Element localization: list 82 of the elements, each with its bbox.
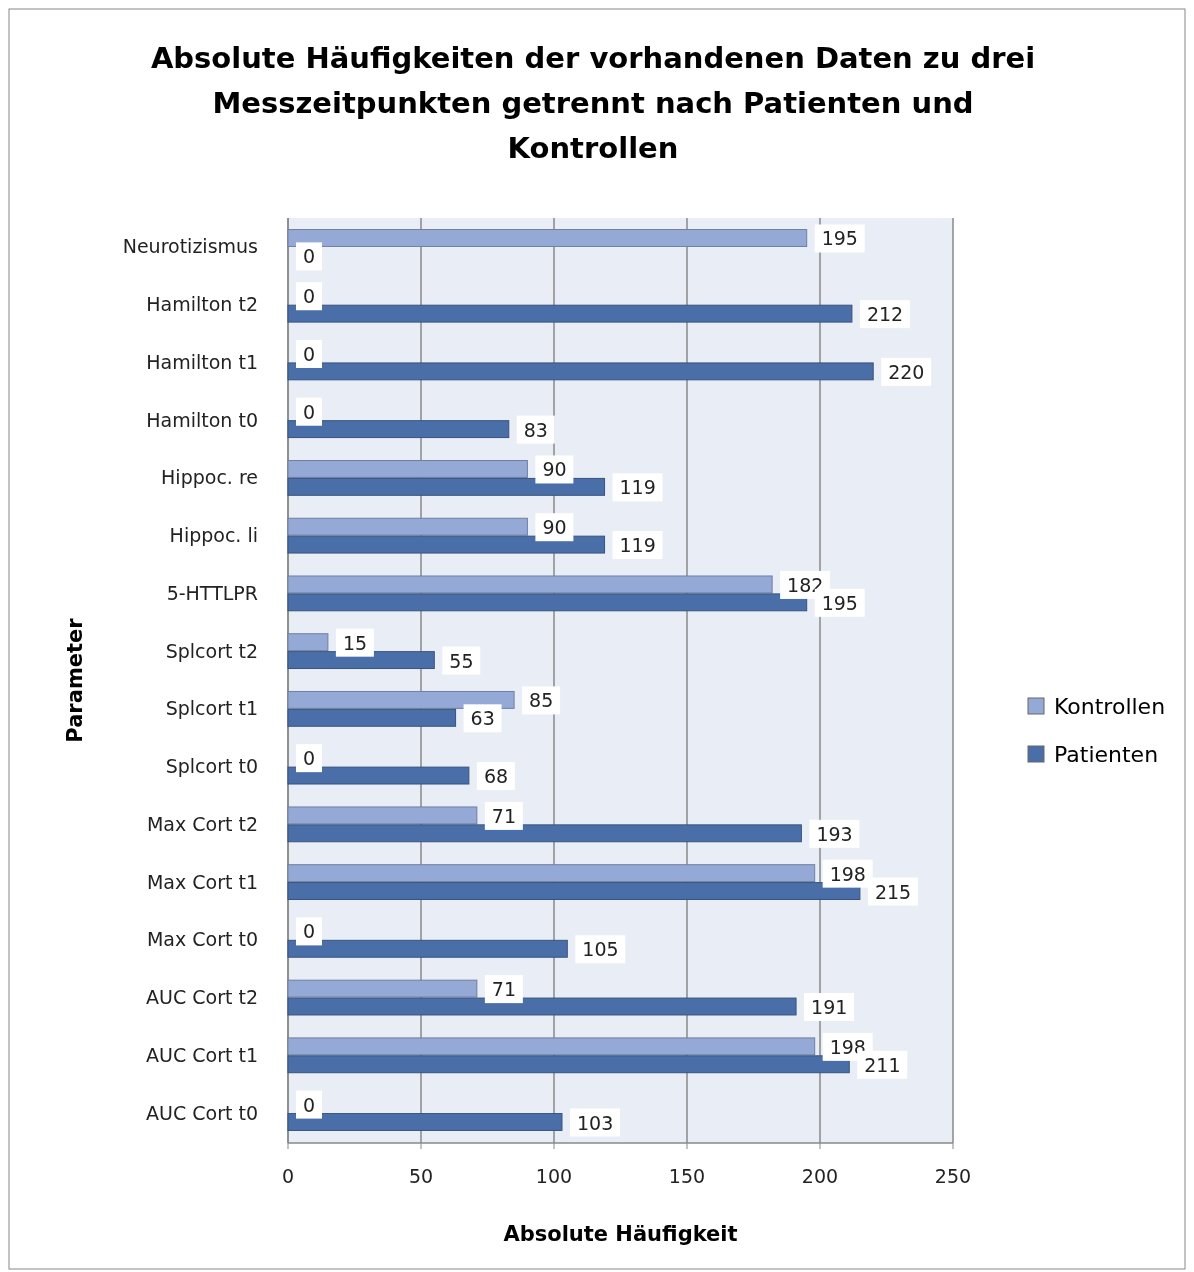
data-label: 211 <box>864 1053 901 1076</box>
bar <box>287 477 606 496</box>
y-tick-label: AUC Cort t2 <box>146 986 258 1009</box>
x-tick-label: 200 <box>801 1165 839 1187</box>
legend-label: Patienten <box>1054 742 1159 767</box>
data-label: 71 <box>491 978 517 1001</box>
bar <box>287 1113 563 1131</box>
data-label: 0 <box>303 400 316 423</box>
bar <box>287 304 853 323</box>
y-tick-label: Max Cort t0 <box>146 928 258 951</box>
y-tick-label: Max Cort t1 <box>146 870 258 893</box>
data-label: 55 <box>449 649 474 672</box>
data-label: 0 <box>303 245 316 268</box>
x-tick-label: 250 <box>934 1165 972 1187</box>
bar <box>287 362 874 381</box>
y-tick-label: AUC Cort t1 <box>146 1043 258 1066</box>
x-tick-label: 100 <box>535 1165 573 1187</box>
bar <box>287 1037 816 1056</box>
y-tick-label: Max Cort t2 <box>146 812 258 835</box>
bar <box>287 575 773 594</box>
bar <box>287 420 510 439</box>
y-tick-label: 5-HTTLPR <box>166 581 258 604</box>
y-tick-label: Hamilton t1 <box>146 350 258 373</box>
bar <box>287 939 568 958</box>
bar <box>287 979 478 998</box>
y-tick-label: Splcort t2 <box>165 639 258 662</box>
bar <box>287 864 816 883</box>
bar <box>287 460 528 478</box>
data-label: 191 <box>811 996 848 1019</box>
data-label: 105 <box>582 938 619 961</box>
data-label: 15 <box>342 631 368 654</box>
bar <box>287 824 802 843</box>
data-label: 193 <box>816 822 853 845</box>
data-label: 0 <box>303 285 316 308</box>
y-tick-label: Hamilton t2 <box>146 293 258 316</box>
bar <box>287 229 808 247</box>
bar <box>287 997 797 1016</box>
data-label: 212 <box>866 303 904 326</box>
bar <box>287 633 329 652</box>
data-label: 90 <box>542 458 567 481</box>
bar <box>287 766 470 785</box>
y-tick-label: Splcort t0 <box>165 755 258 778</box>
data-label: 195 <box>821 227 858 250</box>
data-label: 119 <box>619 534 656 557</box>
y-tick-label: Hippoc. li <box>169 524 258 547</box>
data-label: 71 <box>491 804 517 827</box>
bar <box>287 708 457 727</box>
data-label: 220 <box>888 360 925 383</box>
bar <box>287 593 808 612</box>
data-label: 85 <box>529 689 554 712</box>
x-tick-label: 150 <box>668 1165 706 1187</box>
bar <box>287 806 478 825</box>
legend-label: Kontrollen <box>1054 694 1166 719</box>
bar <box>287 690 515 709</box>
data-label: 198 <box>829 862 866 885</box>
data-label: 0 <box>303 747 316 770</box>
y-axis-title: Parameter <box>63 617 87 743</box>
data-label: 103 <box>576 1111 614 1134</box>
bar <box>287 1055 850 1074</box>
bar <box>287 517 528 536</box>
y-tick-label: Splcort t1 <box>165 697 258 720</box>
bar <box>287 535 606 554</box>
x-axis-title: Absolute Häufigkeit <box>503 1222 738 1246</box>
bar <box>287 882 861 900</box>
x-tick-label: 0 <box>281 1165 295 1187</box>
bar <box>287 651 435 670</box>
y-tick-label: AUC Cort t0 <box>146 1101 258 1124</box>
y-tick-label: Neurotizismus <box>122 235 258 258</box>
data-label: 68 <box>483 765 509 788</box>
y-tick-label: Hamilton t0 <box>146 408 258 431</box>
data-label: 119 <box>619 476 656 499</box>
data-label: 195 <box>821 591 858 614</box>
y-tick-label: Hippoc. re <box>161 466 258 489</box>
chart-title: Absolute Häufigkeiten der vorhandenen Daten zu drei Messzeitpunkten getrennt nach Patienten und Kontrollen <box>150 41 1036 165</box>
data-label: 0 <box>303 342 316 365</box>
data-label: 90 <box>542 516 567 539</box>
data-label: 215 <box>874 880 912 903</box>
data-label: 0 <box>303 920 316 943</box>
x-tick-label: 50 <box>408 1165 434 1187</box>
data-label: 63 <box>470 707 495 730</box>
data-label: 0 <box>303 1093 316 1116</box>
data-label: 83 <box>523 418 548 441</box>
